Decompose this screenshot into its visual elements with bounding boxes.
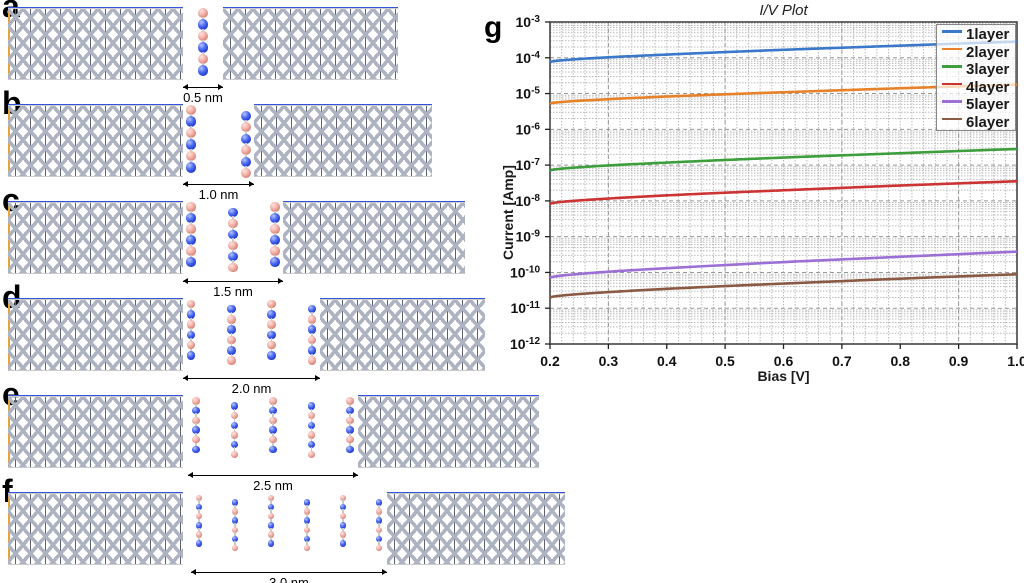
svg-text:10-7: 10-7 bbox=[516, 157, 541, 174]
svg-text:10-6: 10-6 bbox=[516, 121, 541, 138]
svg-text:1.0: 1.0 bbox=[1007, 353, 1024, 369]
svg-text:10-8: 10-8 bbox=[516, 192, 541, 209]
svg-text:10-5: 10-5 bbox=[516, 85, 541, 102]
svg-text:0.7: 0.7 bbox=[832, 353, 852, 369]
svg-text:10-3: 10-3 bbox=[516, 14, 541, 31]
svg-text:0.3: 0.3 bbox=[599, 353, 619, 369]
svg-text:10-4: 10-4 bbox=[516, 49, 541, 66]
svg-text:0.2: 0.2 bbox=[540, 353, 560, 369]
svg-text:10-11: 10-11 bbox=[511, 300, 541, 317]
svg-text:10-9: 10-9 bbox=[516, 228, 541, 245]
svg-text:0.8: 0.8 bbox=[891, 353, 911, 369]
svg-text:0.4: 0.4 bbox=[657, 353, 677, 369]
svg-text:0.6: 0.6 bbox=[774, 353, 794, 369]
svg-text:10-12: 10-12 bbox=[510, 336, 540, 353]
svg-text:10-10: 10-10 bbox=[510, 264, 540, 281]
svg-text:0.9: 0.9 bbox=[949, 353, 969, 369]
svg-text:0.5: 0.5 bbox=[715, 353, 735, 369]
